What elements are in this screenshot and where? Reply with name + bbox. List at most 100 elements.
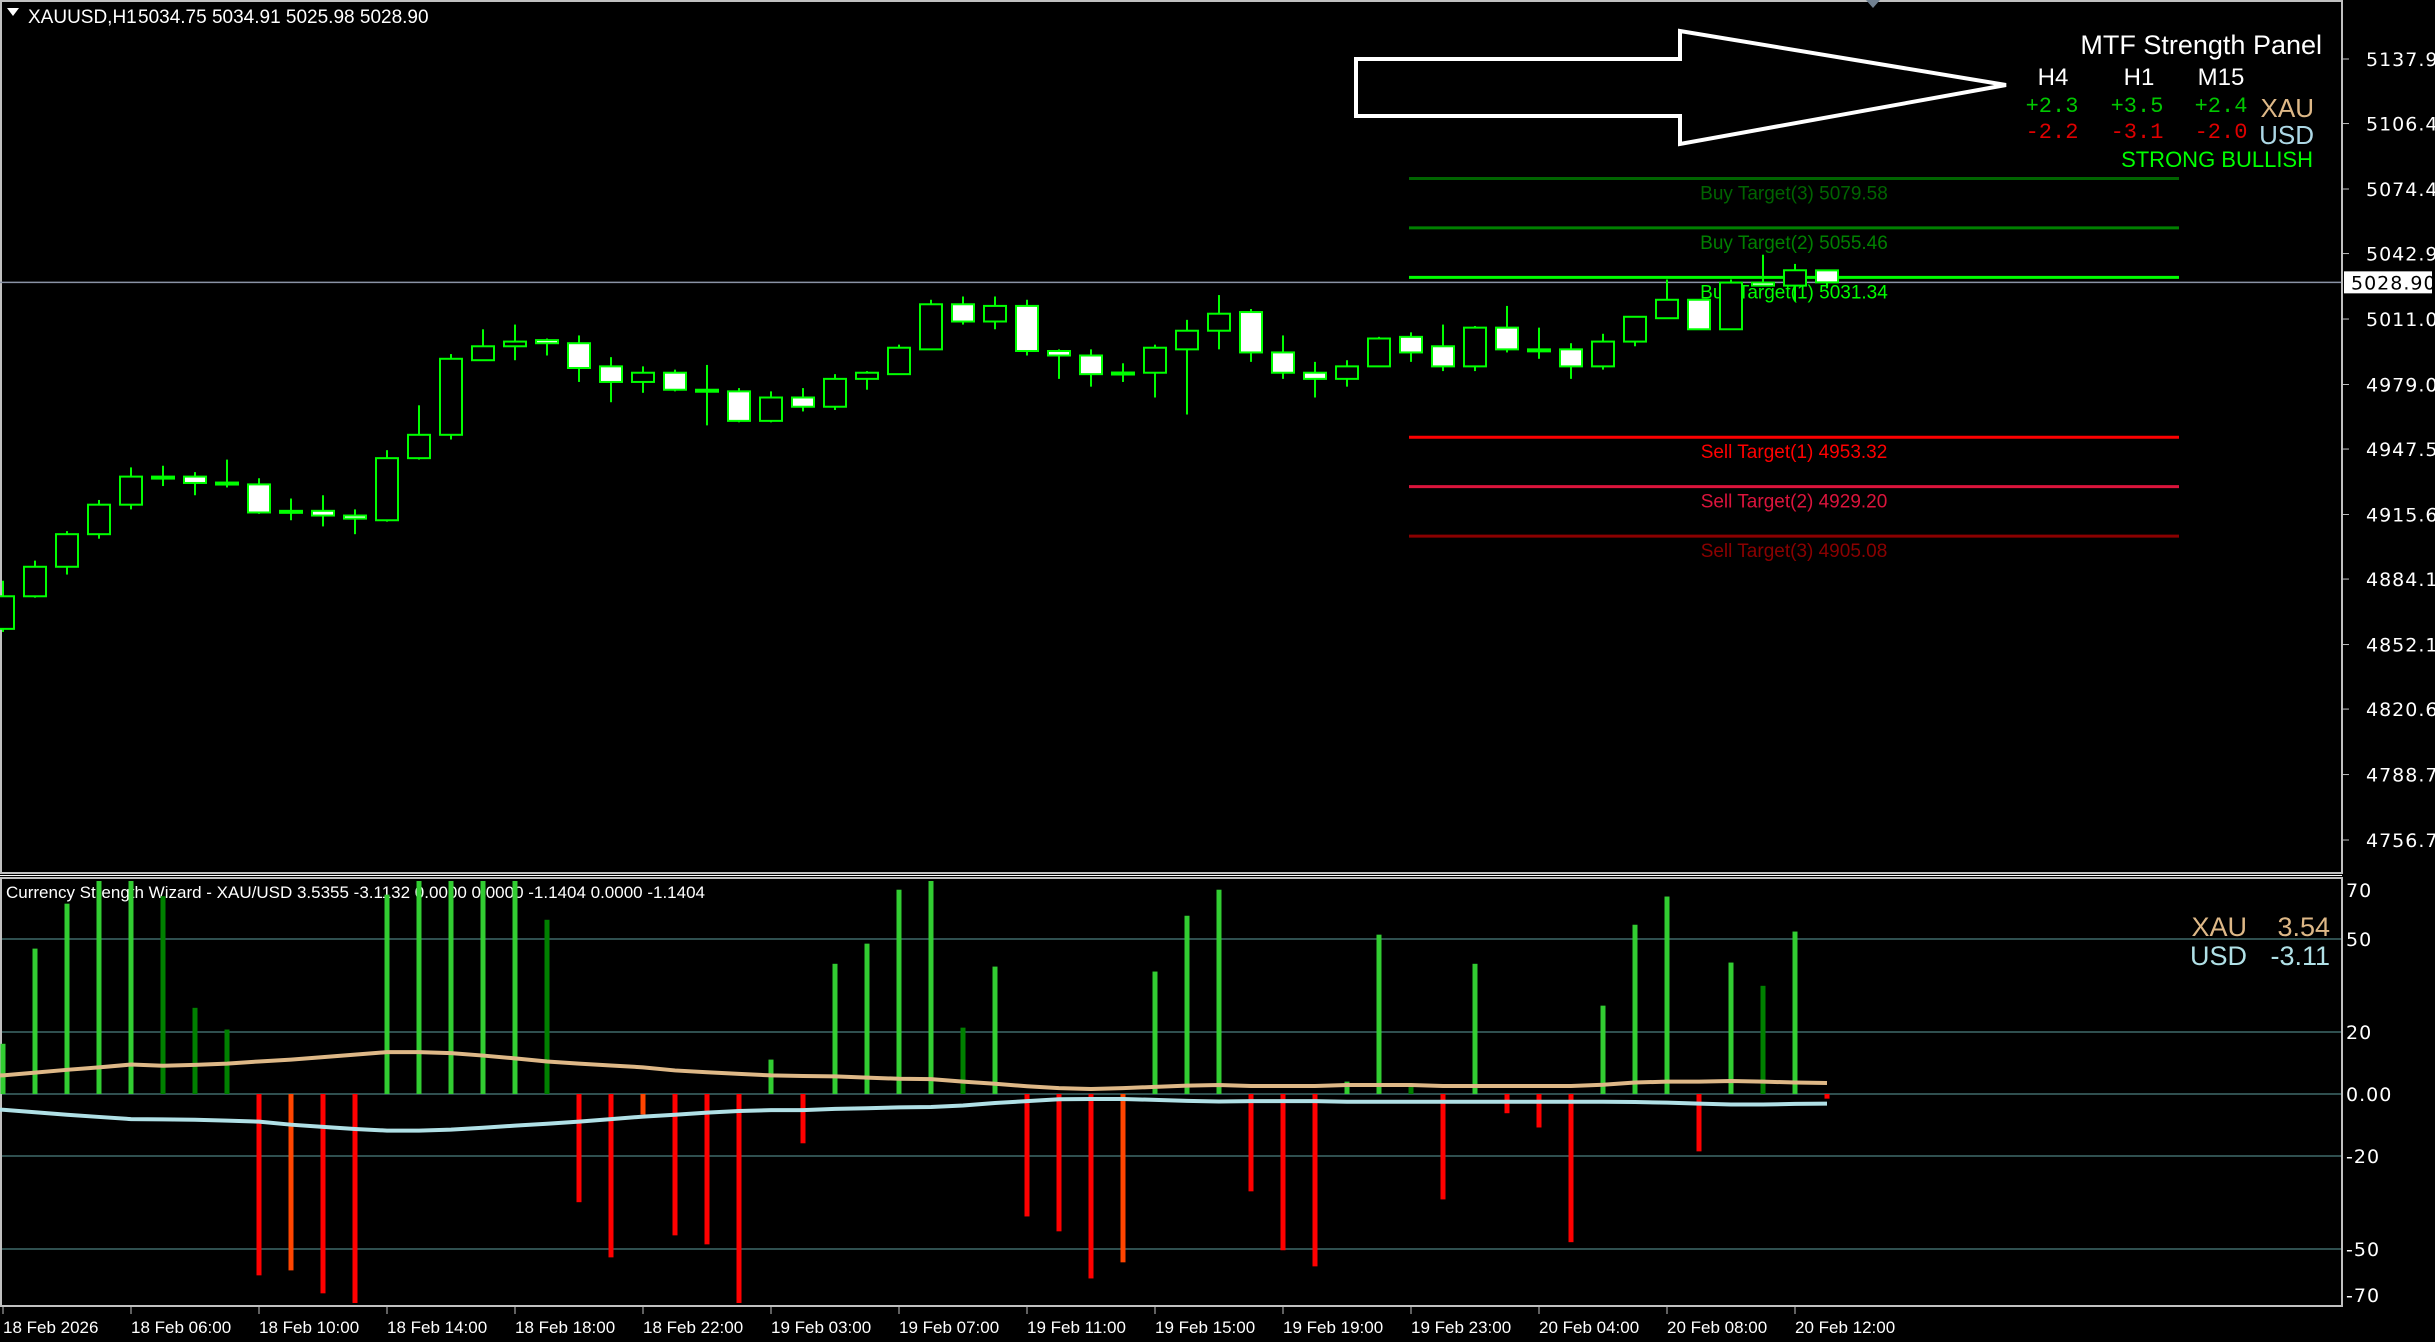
candle[interactable] — [1335, 360, 1359, 387]
arrow-annotation-icon[interactable] — [1354, 28, 2007, 147]
collapse-triangle-icon[interactable] — [7, 8, 19, 16]
candle[interactable] — [1399, 332, 1423, 362]
candle[interactable] — [503, 324, 527, 361]
price-axis[interactable]: 5137.90 5106.40 5074.45 5042.95 5011.00 4979.… — [2341, 0, 2435, 874]
indicator-scale[interactable]: 70 50 20 0.00 -20 -50 -70 — [2341, 878, 2392, 1307]
histogram-bar — [416, 881, 422, 1094]
candle[interactable] — [1815, 269, 1839, 289]
histogram-bar — [640, 1094, 646, 1115]
candle[interactable] — [247, 478, 271, 514]
histogram-bar — [1408, 1083, 1414, 1094]
candle-body — [1495, 326, 1519, 351]
histogram-bar — [0, 1043, 6, 1094]
candle[interactable] — [0, 580, 15, 632]
price-tick-label: 4915.60 — [2366, 505, 2435, 527]
candle[interactable] — [983, 296, 1007, 330]
candle[interactable] — [439, 354, 463, 440]
histogram-bar — [1824, 1094, 1830, 1099]
mtf-panel-title: MTF Strength Panel — [2080, 30, 2322, 60]
price-tick-label: 5137.90 — [2366, 49, 2435, 71]
strength-histogram — [0, 881, 1830, 1303]
candle[interactable] — [87, 499, 111, 539]
candle[interactable] — [471, 329, 495, 362]
time-label: 18 Feb 2026 — [3, 1318, 98, 1337]
candle[interactable] — [759, 391, 783, 423]
time-label: 20 Feb 08:00 — [1667, 1318, 1767, 1337]
candle[interactable] — [1719, 279, 1743, 331]
histogram-bar — [256, 1094, 262, 1276]
candle[interactable] — [1143, 344, 1167, 398]
candle[interactable] — [1623, 315, 1647, 347]
candle[interactable] — [343, 509, 367, 535]
histogram-bar — [992, 966, 998, 1094]
candle[interactable] — [375, 450, 399, 522]
candle[interactable] — [23, 560, 47, 598]
histogram-bar — [1280, 1094, 1286, 1251]
candle[interactable] — [311, 495, 335, 527]
time-axis[interactable]: 18 Feb 2026 18 Feb 06:00 18 Feb 10:00 18 Fe… — [2, 1306, 1895, 1337]
candle-body — [951, 303, 975, 323]
histogram-bar — [672, 1094, 678, 1236]
candle-body — [759, 396, 783, 422]
candle[interactable] — [1527, 327, 1551, 359]
candle[interactable] — [1431, 324, 1455, 372]
candle[interactable] — [1751, 254, 1775, 287]
candle[interactable] — [1047, 349, 1071, 379]
candle[interactable] — [1111, 363, 1135, 382]
candle[interactable] — [1015, 299, 1039, 356]
candle[interactable] — [919, 299, 943, 351]
price-tick-label: 5042.95 — [2366, 244, 2435, 266]
indicator-scale-label: -20 — [2346, 1146, 2380, 1168]
candle[interactable] — [1175, 319, 1199, 415]
candle[interactable] — [631, 366, 655, 393]
candle[interactable] — [183, 472, 207, 496]
candle[interactable] — [951, 296, 975, 325]
candle[interactable] — [727, 388, 751, 423]
price-tick-label: 5011.00 — [2366, 309, 2435, 331]
time-label: 19 Feb 11:00 — [1027, 1318, 1126, 1337]
candle[interactable] — [1303, 361, 1327, 398]
histogram-bar — [896, 889, 902, 1094]
candle[interactable] — [599, 357, 623, 403]
xau-h4-value: +2.3 — [2026, 94, 2079, 119]
strength-lines — [0, 1050, 1828, 1133]
candle[interactable] — [1495, 305, 1519, 353]
candle[interactable] — [1079, 349, 1103, 387]
candle[interactable] — [535, 338, 559, 356]
candle[interactable] — [823, 374, 847, 411]
candle[interactable] — [1239, 308, 1263, 362]
candle[interactable] — [855, 371, 879, 390]
candle[interactable] — [887, 344, 911, 376]
tf-h1-header: H1 — [2124, 64, 2155, 91]
candle[interactable] — [1687, 298, 1711, 331]
histogram-bar — [960, 1027, 966, 1094]
candle[interactable] — [119, 467, 143, 510]
histogram-bar — [704, 1094, 710, 1245]
candle[interactable] — [695, 364, 719, 426]
candle[interactable] — [567, 335, 591, 382]
xau-row-label: XAU — [2261, 93, 2314, 123]
indicator-grid — [2, 938, 2342, 1250]
candle[interactable] — [407, 405, 431, 460]
histogram-bar — [1440, 1094, 1446, 1200]
candle[interactable] — [1591, 333, 1615, 370]
candle[interactable] — [1271, 335, 1295, 379]
candle[interactable] — [1655, 279, 1679, 320]
candle[interactable] — [663, 369, 687, 392]
candle[interactable] — [215, 459, 239, 488]
histogram-bar — [192, 1007, 198, 1094]
candle[interactable] — [791, 388, 815, 412]
usd-m15-value: -2.0 — [2195, 120, 2248, 145]
candle[interactable] — [151, 465, 175, 487]
candle[interactable] — [1207, 295, 1231, 350]
candle[interactable] — [1783, 263, 1807, 302]
target-label: Sell Target(2) 4929.20 — [1701, 492, 1888, 513]
candle[interactable] — [1559, 343, 1583, 379]
candle[interactable] — [1463, 325, 1487, 372]
time-label: 20 Feb 12:00 — [1795, 1318, 1895, 1337]
candle[interactable] — [55, 531, 79, 575]
candle[interactable] — [279, 498, 303, 521]
candle[interactable] — [1367, 336, 1391, 368]
chart-shift-marker-icon[interactable] — [1866, 0, 1880, 8]
